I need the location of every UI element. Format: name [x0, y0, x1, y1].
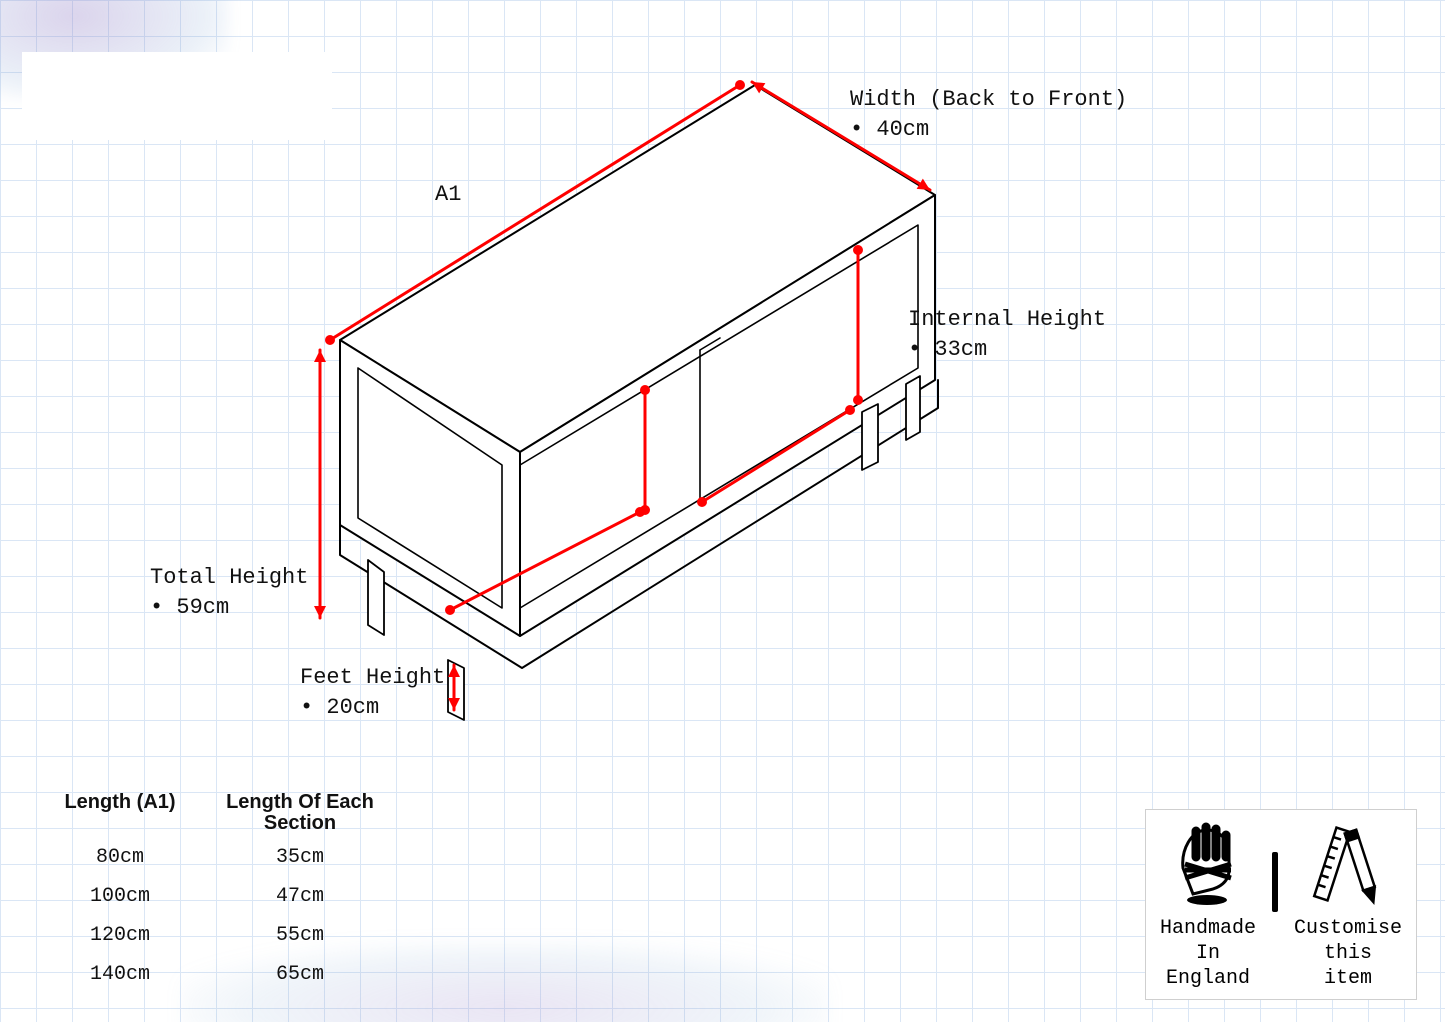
- label-internal-height-title: Internal Height: [908, 305, 1106, 335]
- label-total-height: Total Height 59cm: [150, 563, 308, 622]
- table-cell: 100cm: [30, 877, 210, 916]
- badge-handmade-l2: In: [1196, 941, 1220, 966]
- table-cell: 55cm: [210, 916, 390, 955]
- label-feet-height-title: Feet Height: [300, 663, 445, 693]
- label-width-value: 40cm: [850, 115, 1127, 145]
- table-row: 120cm 55cm: [30, 916, 390, 955]
- label-total-height-value: 59cm: [150, 593, 308, 623]
- table-row: 80cm 35cm: [30, 838, 390, 877]
- badge-customise-l2: this: [1324, 941, 1372, 966]
- ruler-pencil-icon: [1303, 820, 1393, 910]
- label-a1: A1: [435, 180, 461, 210]
- label-internal-height-value: 33cm: [908, 335, 1106, 365]
- hand-uk-icon: [1163, 820, 1253, 910]
- table-cell: 47cm: [210, 877, 390, 916]
- table-row: 100cm 47cm: [30, 877, 390, 916]
- badge-handmade: Handmade In England: [1160, 820, 1256, 991]
- table-row: 140cm 65cm: [30, 955, 390, 994]
- label-width: Width (Back to Front) 40cm: [850, 85, 1127, 144]
- table-cell: 35cm: [210, 838, 390, 877]
- table-header-row: Length (A1) Length Of Each Section: [30, 788, 390, 838]
- label-feet-height-value: 20cm: [300, 693, 445, 723]
- dimensions-table: Length (A1) Length Of Each Section 80cm …: [30, 788, 390, 994]
- badge-handmade-l3: England: [1166, 966, 1250, 991]
- badge-customise-l3: item: [1324, 966, 1372, 991]
- table-header-section: Length Of Each Section: [210, 788, 390, 838]
- table-cell: 140cm: [30, 955, 210, 994]
- label-feet-height: Feet Height 20cm: [300, 663, 445, 722]
- table-header-length: Length (A1): [30, 788, 210, 838]
- label-internal-height: Internal Height 33cm: [908, 305, 1106, 364]
- table-cell: 120cm: [30, 916, 210, 955]
- label-total-height-title: Total Height: [150, 563, 308, 593]
- label-width-title: Width (Back to Front): [850, 85, 1127, 115]
- table-cell: 80cm: [30, 838, 210, 877]
- table-cell: 65cm: [210, 955, 390, 994]
- badge-customise: Customise this item: [1294, 820, 1402, 991]
- badges-box: Handmade In England: [1145, 809, 1417, 1000]
- badge-separator: [1272, 852, 1278, 912]
- badge-handmade-l1: Handmade: [1160, 916, 1256, 941]
- badge-customise-l1: Customise: [1294, 916, 1402, 941]
